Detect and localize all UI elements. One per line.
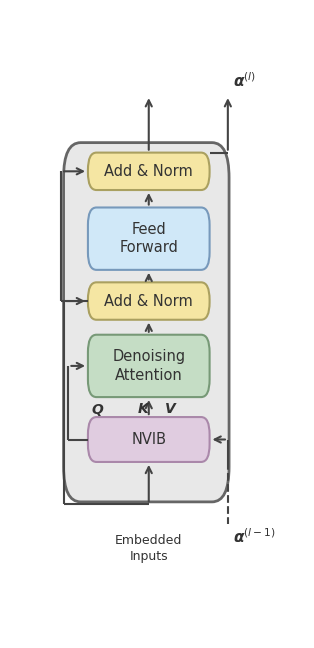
FancyBboxPatch shape bbox=[64, 143, 229, 502]
Text: NVIB: NVIB bbox=[131, 432, 166, 447]
Text: Denoising
Attention: Denoising Attention bbox=[112, 349, 185, 383]
Text: Feed
Forward: Feed Forward bbox=[119, 222, 178, 255]
Text: Add & Norm: Add & Norm bbox=[104, 294, 193, 308]
Text: $\boldsymbol{Q}$: $\boldsymbol{Q}$ bbox=[91, 402, 104, 418]
Text: Embedded
Inputs: Embedded Inputs bbox=[115, 535, 182, 563]
FancyBboxPatch shape bbox=[88, 283, 210, 319]
FancyBboxPatch shape bbox=[88, 207, 210, 270]
Text: $\boldsymbol{\alpha}^{(l)}$: $\boldsymbol{\alpha}^{(l)}$ bbox=[233, 71, 256, 90]
Text: $\boldsymbol{K}$: $\boldsymbol{K}$ bbox=[137, 402, 151, 416]
Text: $\boldsymbol{\alpha}^{(l-1)}$: $\boldsymbol{\alpha}^{(l-1)}$ bbox=[233, 527, 276, 546]
FancyBboxPatch shape bbox=[88, 417, 210, 462]
Text: Add & Norm: Add & Norm bbox=[104, 164, 193, 179]
FancyBboxPatch shape bbox=[88, 153, 210, 190]
FancyBboxPatch shape bbox=[88, 335, 210, 397]
Text: $\boldsymbol{V}$: $\boldsymbol{V}$ bbox=[164, 402, 177, 416]
